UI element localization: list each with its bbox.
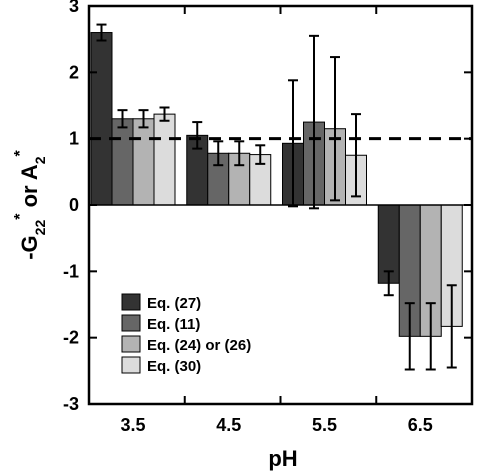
legend-swatch <box>121 335 141 353</box>
y-tick-label: 2 <box>69 62 79 82</box>
y-title-sup2: * <box>12 149 29 156</box>
y-title-sub2: 2 <box>32 156 48 164</box>
y-tick-label: -1 <box>63 261 79 281</box>
x-tick-label: 5.5 <box>312 415 337 435</box>
y-tick-label: -3 <box>63 394 79 414</box>
legend-label: Eq. (27) <box>147 295 201 312</box>
x-axis: 3.5 4.5 5.5 6.5 <box>120 6 433 435</box>
legend-swatch <box>121 356 141 374</box>
y-title-main: -G <box>17 235 42 259</box>
bar-group <box>90 32 463 337</box>
y-tick-label: 0 <box>69 195 79 215</box>
y-title-mid: or A <box>17 164 42 213</box>
legend-label: Eq. (30) <box>147 358 201 375</box>
y-title-sup1: * <box>12 213 29 220</box>
x-tick-label: 4.5 <box>216 415 241 435</box>
legend-swatch <box>121 314 141 332</box>
y-axis-title: -G22* or A2* <box>12 149 48 259</box>
legend-label: Eq. (11) <box>147 316 200 333</box>
y-title-sub1: 22 <box>32 220 48 236</box>
y-tick-label: 1 <box>69 129 79 149</box>
legend-swatch <box>121 293 141 311</box>
y-tick-label: 3 <box>69 0 79 16</box>
bar <box>132 118 155 206</box>
legend-label: Eq. (24) or (26) <box>147 337 251 354</box>
bar <box>90 32 113 206</box>
x-axis-title: pH <box>268 446 297 471</box>
bar <box>111 118 134 206</box>
x-tick-label: 3.5 <box>120 415 145 435</box>
y-tick-label: -2 <box>63 328 79 348</box>
error-bar-group <box>96 23 457 371</box>
bar <box>153 113 176 206</box>
legend: Eq. (27) Eq. (11) Eq. (24) or (26) Eq. (30) <box>121 293 251 375</box>
x-tick-label: 6.5 <box>408 415 433 435</box>
y-axis: 3 2 1 0 -1 -2 -3 <box>63 0 472 414</box>
